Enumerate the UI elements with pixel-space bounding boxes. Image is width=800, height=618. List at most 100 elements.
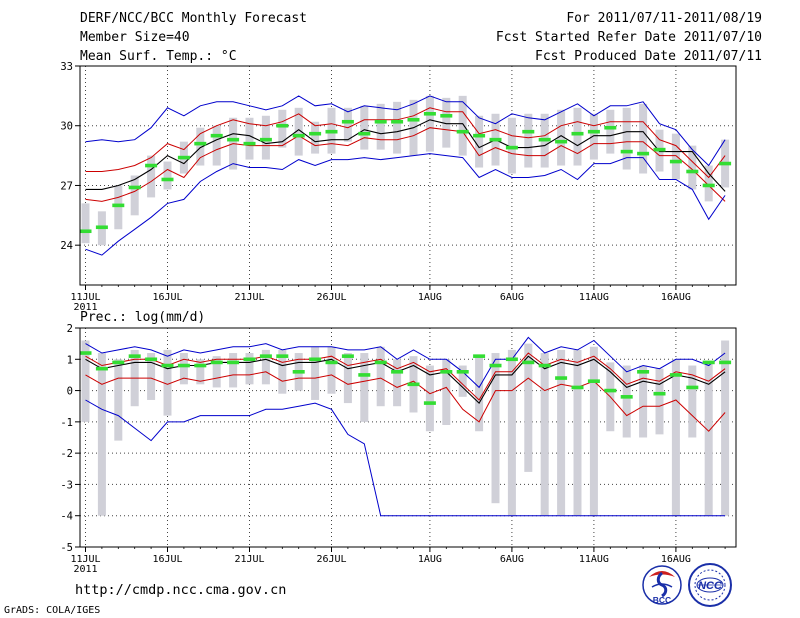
temp-median-marker: [587, 129, 600, 134]
temp-median-marker: [95, 225, 108, 230]
temp-median-marker: [407, 117, 420, 122]
temp-box: [688, 145, 697, 190]
prec-median-marker: [653, 391, 666, 396]
prec-ytick-label: -5: [60, 542, 73, 554]
temp-median-marker: [489, 137, 502, 142]
temp-median-marker: [309, 131, 322, 136]
prec-box: [278, 349, 287, 394]
temp-box: [606, 109, 615, 154]
prec-median-marker: [620, 395, 633, 399]
temp-median-marker: [702, 183, 715, 188]
prec-upper-line: [85, 352, 726, 401]
prec-median-marker: [79, 351, 92, 355]
prec-median-marker: [391, 370, 404, 374]
temp-median-marker: [391, 119, 404, 124]
prec-ytick-label: -3: [60, 479, 73, 491]
prec-box: [442, 359, 451, 425]
bcc-logo-text: BCC: [653, 595, 671, 605]
temp-box: [261, 115, 270, 160]
temp-box: [671, 133, 680, 180]
temp-box: [573, 107, 582, 166]
temp-median-marker: [210, 133, 223, 138]
prec-box: [557, 349, 566, 516]
prec-xtick-label: 21JUL: [234, 554, 264, 565]
temp-xtick-label: 6AUG: [500, 292, 524, 303]
temp-median-marker: [145, 163, 158, 168]
prec-box: [721, 340, 730, 516]
prec-box: [704, 362, 713, 516]
chart-title: DERF/NCC/BCC Monthly Forecast: [80, 11, 307, 26]
temp-box: [163, 161, 172, 190]
temp-ytick-label: 33: [60, 61, 73, 73]
prec-median-marker: [292, 370, 305, 374]
precipitation-panel: -5 -4 -3 -2 -1 0 1 2 11JUL 16JUL 21JUL 26JUL 1AUG 6AU…: [60, 323, 737, 575]
prec-box: [261, 349, 270, 385]
temp-median-marker: [653, 147, 666, 152]
prec-box: [147, 353, 156, 400]
prec-median-marker: [423, 401, 436, 405]
prec-median-marker: [95, 366, 108, 371]
produced-date: Fcst Produced Date 2011/07/11: [535, 49, 762, 64]
prec-box: [639, 365, 648, 438]
prec-median-marker: [325, 360, 338, 365]
temp-ytick-label: 30: [60, 121, 73, 133]
prec-median-marker: [719, 360, 732, 365]
prec-median-marker: [194, 363, 207, 368]
temp-box: [475, 115, 484, 168]
prec-box: [655, 368, 664, 435]
prec-median-marker: [259, 354, 272, 358]
prec-xtick-label: 26JUL: [316, 554, 346, 565]
temp-box: [245, 117, 254, 160]
temp-box: [343, 107, 352, 142]
prec-box: [475, 356, 484, 432]
prec-xtick-label: 6AUG: [500, 554, 524, 565]
temp-xtick-label: 16JUL: [152, 292, 182, 303]
prec-median-marker: [456, 370, 469, 374]
temp-median-marker: [538, 137, 551, 142]
prec-median-marker: [210, 360, 223, 365]
temp-median-marker: [686, 169, 699, 174]
prec-box: [245, 353, 254, 385]
temp-box: [458, 95, 467, 156]
prec-median-marker: [309, 357, 322, 362]
prec-max-line: [85, 336, 726, 389]
prec-box: [81, 340, 90, 422]
source-url[interactable]: http://cmdp.ncc.cma.gov.cn: [75, 582, 287, 598]
prec-box: [573, 349, 582, 516]
temp-median-marker: [161, 177, 174, 182]
temp-box: [704, 165, 713, 202]
temp-median-marker: [522, 129, 535, 134]
temp-median-marker: [341, 119, 354, 124]
prec-median-marker: [145, 357, 158, 362]
temp-box: [311, 121, 320, 154]
temp-box: [114, 185, 123, 230]
temp-min-line: [85, 153, 726, 256]
prec-median-marker: [161, 363, 174, 368]
temp-box: [130, 175, 139, 216]
prec-ytick-label: 2: [67, 323, 73, 335]
temp-box: [376, 103, 385, 150]
prec-box: [688, 365, 697, 438]
prec-box: [360, 353, 369, 422]
prec-box: [589, 346, 598, 516]
prec-median-marker: [587, 379, 600, 383]
prec-box: [229, 353, 238, 388]
temp-box: [196, 127, 205, 166]
temp-xtick-label: 1AUG: [418, 292, 442, 303]
temp-lower-line: [85, 127, 726, 202]
temp-xtick-label: 16AUG: [661, 292, 691, 303]
prec-xtick-label: 16JUL: [152, 554, 182, 565]
prec-box: [622, 365, 631, 438]
prec-box: [425, 365, 434, 432]
temp-median-marker: [128, 185, 141, 190]
temp-xtick-label: 11AUG: [579, 292, 609, 303]
prec-box: [393, 359, 402, 407]
temperature-panel: 24 27 30 33 11JUL 16JUL 21JUL 26JUL 1AUG 6AUG 11AU…: [60, 61, 737, 313]
forecast-period: For 2011/07/11-2011/08/19: [566, 11, 762, 26]
temp-median-marker: [620, 149, 633, 154]
prec-xtick-label: 1AUG: [418, 554, 442, 565]
temp-median-marker: [669, 159, 682, 164]
temp-median-marker: [719, 161, 732, 166]
temp-median-marker: [358, 131, 371, 136]
temp-box: [507, 117, 516, 174]
